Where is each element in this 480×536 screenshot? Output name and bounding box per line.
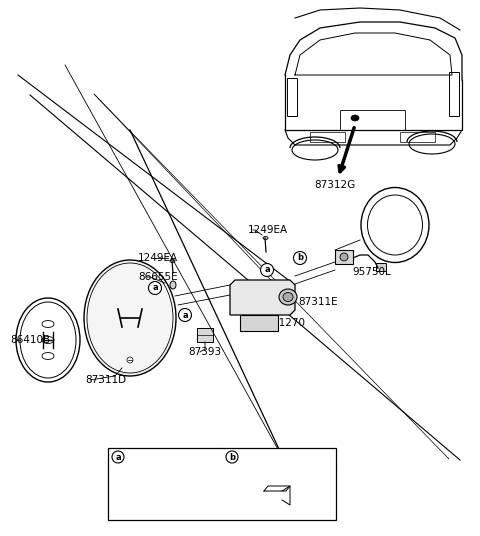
Bar <box>310 132 345 142</box>
Ellipse shape <box>177 496 185 502</box>
Ellipse shape <box>42 321 54 327</box>
Text: 1249EA: 1249EA <box>138 253 178 263</box>
Text: 86410B: 86410B <box>10 335 50 345</box>
Bar <box>180 473 193 486</box>
Bar <box>287 78 297 116</box>
Text: 1249EA: 1249EA <box>248 225 288 235</box>
Circle shape <box>112 451 124 463</box>
Ellipse shape <box>283 293 293 301</box>
Bar <box>449 72 459 116</box>
Text: a: a <box>152 284 158 293</box>
Text: 87393: 87393 <box>188 347 221 357</box>
Bar <box>335 250 353 264</box>
Ellipse shape <box>170 281 176 289</box>
Polygon shape <box>264 486 290 491</box>
Text: 87311D: 87311D <box>85 375 126 385</box>
Ellipse shape <box>279 289 297 305</box>
Bar <box>264 491 282 505</box>
Circle shape <box>148 281 161 294</box>
Text: 87312G: 87312G <box>314 180 356 190</box>
Text: 86655E: 86655E <box>138 272 178 282</box>
Bar <box>240 315 278 331</box>
Text: 87375F: 87375F <box>118 475 157 485</box>
Circle shape <box>183 477 189 481</box>
Ellipse shape <box>170 259 175 263</box>
Bar <box>400 132 435 142</box>
Text: 87373A: 87373A <box>241 452 281 462</box>
Text: a: a <box>264 265 270 274</box>
Text: a: a <box>182 310 188 319</box>
Circle shape <box>340 253 348 261</box>
Circle shape <box>226 451 238 463</box>
Ellipse shape <box>263 236 268 240</box>
Bar <box>108 448 336 520</box>
Text: 81270: 81270 <box>272 318 305 328</box>
Bar <box>376 263 386 271</box>
Ellipse shape <box>84 260 176 376</box>
Circle shape <box>293 251 307 264</box>
Polygon shape <box>230 280 295 315</box>
Circle shape <box>261 264 274 277</box>
Text: b: b <box>297 254 303 263</box>
Ellipse shape <box>42 337 54 344</box>
Ellipse shape <box>351 115 359 121</box>
Text: 1140MG: 1140MG <box>118 494 161 504</box>
Text: a: a <box>115 452 121 461</box>
Ellipse shape <box>42 353 54 360</box>
Polygon shape <box>282 486 290 505</box>
Bar <box>340 110 405 130</box>
Bar <box>197 328 213 342</box>
Circle shape <box>179 309 192 322</box>
Text: 87311E: 87311E <box>298 297 337 307</box>
Text: 95750L: 95750L <box>352 267 391 277</box>
Text: b: b <box>229 452 235 461</box>
